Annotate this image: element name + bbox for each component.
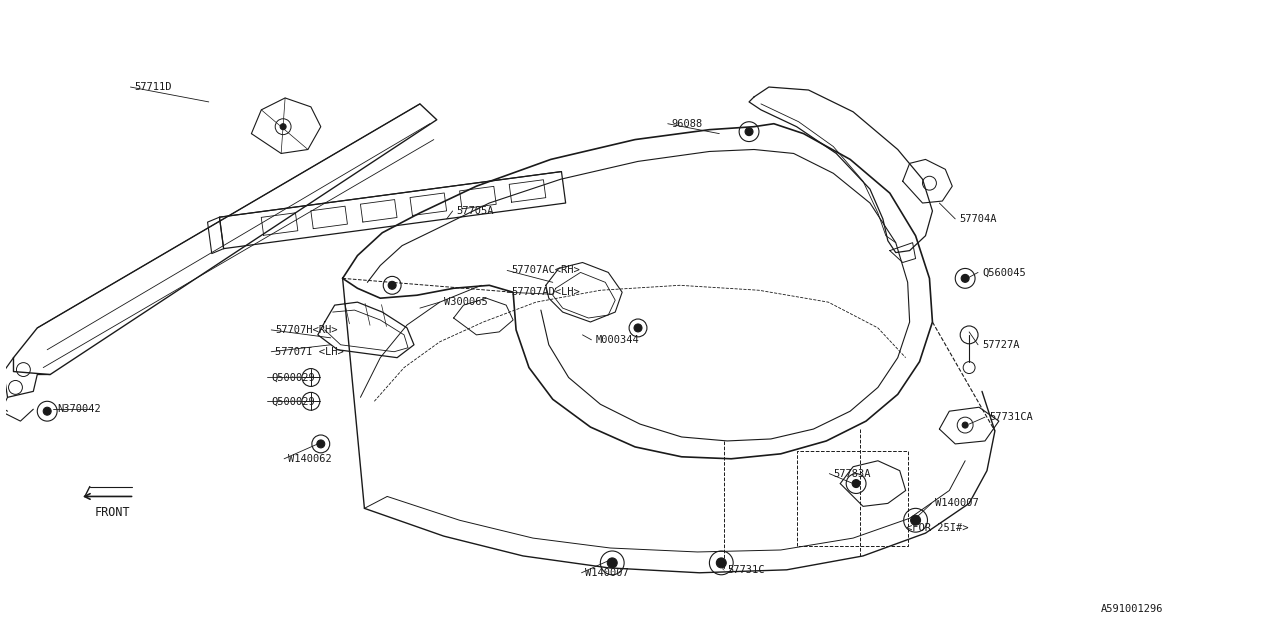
Text: 57707AC<RH>: 57707AC<RH> [511, 266, 580, 275]
Circle shape [634, 324, 643, 332]
Text: 57727A: 57727A [982, 340, 1019, 350]
Circle shape [961, 275, 969, 282]
Text: M000344: M000344 [595, 335, 639, 345]
Text: Q560045: Q560045 [982, 268, 1025, 277]
Text: Q500029: Q500029 [271, 372, 315, 383]
Text: A591001296: A591001296 [1101, 604, 1164, 614]
Circle shape [717, 558, 726, 568]
Text: N370042: N370042 [58, 404, 101, 414]
Circle shape [388, 282, 396, 289]
Text: 57707I <LH>: 57707I <LH> [275, 347, 344, 356]
Text: Q500029: Q500029 [271, 396, 315, 406]
Text: W140007: W140007 [936, 499, 979, 508]
Text: 57731CA: 57731CA [989, 412, 1033, 422]
Text: <FOR 25I#>: <FOR 25I#> [906, 523, 968, 533]
Circle shape [963, 422, 968, 428]
Text: W140062: W140062 [288, 454, 332, 464]
Text: 57731C: 57731C [727, 565, 764, 575]
Text: 57705A: 57705A [457, 206, 494, 216]
Text: 57707H<RH>: 57707H<RH> [275, 325, 338, 335]
Text: 96088: 96088 [672, 118, 703, 129]
Text: 57707AD<LH>: 57707AD<LH> [511, 287, 580, 297]
Circle shape [910, 515, 920, 525]
Text: 57711D: 57711D [134, 82, 172, 92]
Text: W300065: W300065 [444, 297, 488, 307]
Circle shape [280, 124, 287, 130]
Text: 57783A: 57783A [833, 468, 870, 479]
Text: W140007: W140007 [585, 568, 630, 578]
Text: 57704A: 57704A [959, 214, 997, 224]
Circle shape [44, 407, 51, 415]
Circle shape [607, 558, 617, 568]
Circle shape [745, 128, 753, 136]
Circle shape [317, 440, 325, 448]
Text: FRONT: FRONT [95, 506, 131, 520]
Circle shape [852, 479, 860, 488]
